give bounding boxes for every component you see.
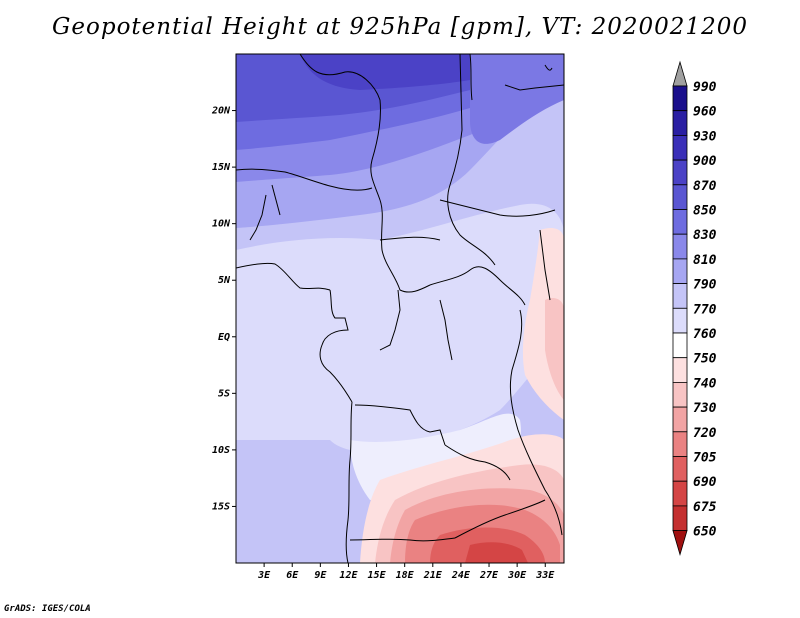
lat-tick-label: 5N bbox=[218, 275, 231, 286]
colorbar-swatch bbox=[672, 85, 688, 112]
lat-tick-label: 5S bbox=[218, 388, 230, 399]
lat-tick-label: 10N bbox=[212, 219, 231, 230]
colorbar-swatch bbox=[672, 381, 688, 408]
colorbar-level-label: 720 bbox=[693, 426, 717, 441]
field-east-740 bbox=[545, 298, 564, 400]
colorbar-bottom-arrow bbox=[672, 530, 688, 557]
colorbar-swatch bbox=[672, 332, 688, 359]
lon-tick-label: 15E bbox=[368, 570, 387, 581]
height-field bbox=[236, 54, 564, 563]
colorbar-swatch bbox=[672, 283, 688, 309]
grads-credit: GrADS: IGES/COLA bbox=[4, 604, 91, 614]
lon-tick-label: 6E bbox=[286, 570, 299, 581]
colorbar-swatch bbox=[672, 456, 688, 482]
field-ne-region bbox=[470, 54, 564, 144]
colorbar-swatch bbox=[672, 110, 688, 136]
colorbar-swatch bbox=[672, 431, 688, 457]
colorbar-swatch bbox=[672, 307, 688, 334]
lat-tick-label: 15N bbox=[212, 162, 231, 173]
lon-tick-label: 3E bbox=[257, 570, 271, 581]
colorbar-swatch bbox=[672, 233, 688, 260]
colorbar-level-label: 810 bbox=[693, 253, 717, 268]
lat-tick-label: 15S bbox=[212, 501, 230, 512]
colorbar-level-label: 990 bbox=[693, 80, 717, 95]
lon-tick-label: 27E bbox=[479, 570, 499, 581]
lon-tick-label: 21E bbox=[423, 570, 443, 581]
colorbar-level-label: 850 bbox=[693, 204, 717, 219]
country-borders bbox=[236, 54, 564, 563]
colorbar-swatch bbox=[672, 184, 688, 210]
colorbar-level-label: 650 bbox=[693, 525, 717, 540]
field-band-770 bbox=[236, 203, 564, 452]
lon-tick-label: 18E bbox=[396, 570, 415, 581]
colorbar-level-label: 930 bbox=[693, 129, 717, 144]
colorbar-swatch bbox=[672, 258, 688, 284]
lon-tick-label: 33E bbox=[535, 570, 555, 581]
field-band-690 bbox=[465, 542, 528, 563]
colorbar-level-label: 750 bbox=[693, 352, 717, 367]
field-band-900 bbox=[300, 54, 470, 90]
colorbar-level-label: 900 bbox=[693, 154, 717, 169]
longitude-axis: 3E 6E 9E 12E 15E 18E 21E 24E 27E 30E 33E bbox=[257, 563, 555, 581]
colorbar-level-label: 675 bbox=[693, 500, 717, 515]
lat-tick-label: EQ bbox=[218, 332, 230, 343]
map-frame bbox=[235, 53, 565, 564]
colorbar-level-label: 760 bbox=[693, 327, 717, 342]
colorbar-level-label: 870 bbox=[693, 179, 717, 194]
colorbar-top-arrow bbox=[672, 60, 688, 87]
colorbar-swatch bbox=[672, 480, 688, 507]
latitude-axis: 20N 15N 10N 5N EQ 5S 10S 15S bbox=[211, 106, 236, 512]
colorbar-swatch bbox=[672, 209, 688, 235]
colorbar-level-label: 830 bbox=[693, 228, 717, 243]
colorbar-level-label: 960 bbox=[693, 105, 717, 120]
colorbar: 990 960 930 900 870 850 830 810 790 770 760 750 740 7… bbox=[672, 60, 717, 557]
lat-tick-label: 10S bbox=[212, 445, 230, 456]
lon-tick-label: 30E bbox=[507, 570, 527, 581]
colorbar-swatch bbox=[672, 357, 688, 383]
colorbar-level-label: 740 bbox=[693, 376, 717, 391]
colorbar-swatch bbox=[672, 406, 688, 433]
colorbar-level-label: 790 bbox=[693, 278, 717, 293]
map-title: Geopotential Height at 925hPa [gpm], VT:… bbox=[52, 14, 748, 40]
lon-tick-label: 24E bbox=[451, 570, 471, 581]
colorbar-level-label: 705 bbox=[693, 451, 717, 466]
colorbar-level-label: 770 bbox=[693, 302, 717, 317]
colorbar-swatch bbox=[672, 505, 688, 531]
lon-tick-label: 12E bbox=[339, 570, 358, 581]
colorbar-level-label: 730 bbox=[693, 401, 717, 416]
colorbar-level-label: 690 bbox=[693, 475, 717, 490]
colorbar-swatch bbox=[672, 134, 688, 161]
colorbar-swatch bbox=[672, 159, 688, 186]
lat-tick-label: 20N bbox=[211, 106, 231, 117]
lon-tick-label: 9E bbox=[314, 570, 327, 581]
